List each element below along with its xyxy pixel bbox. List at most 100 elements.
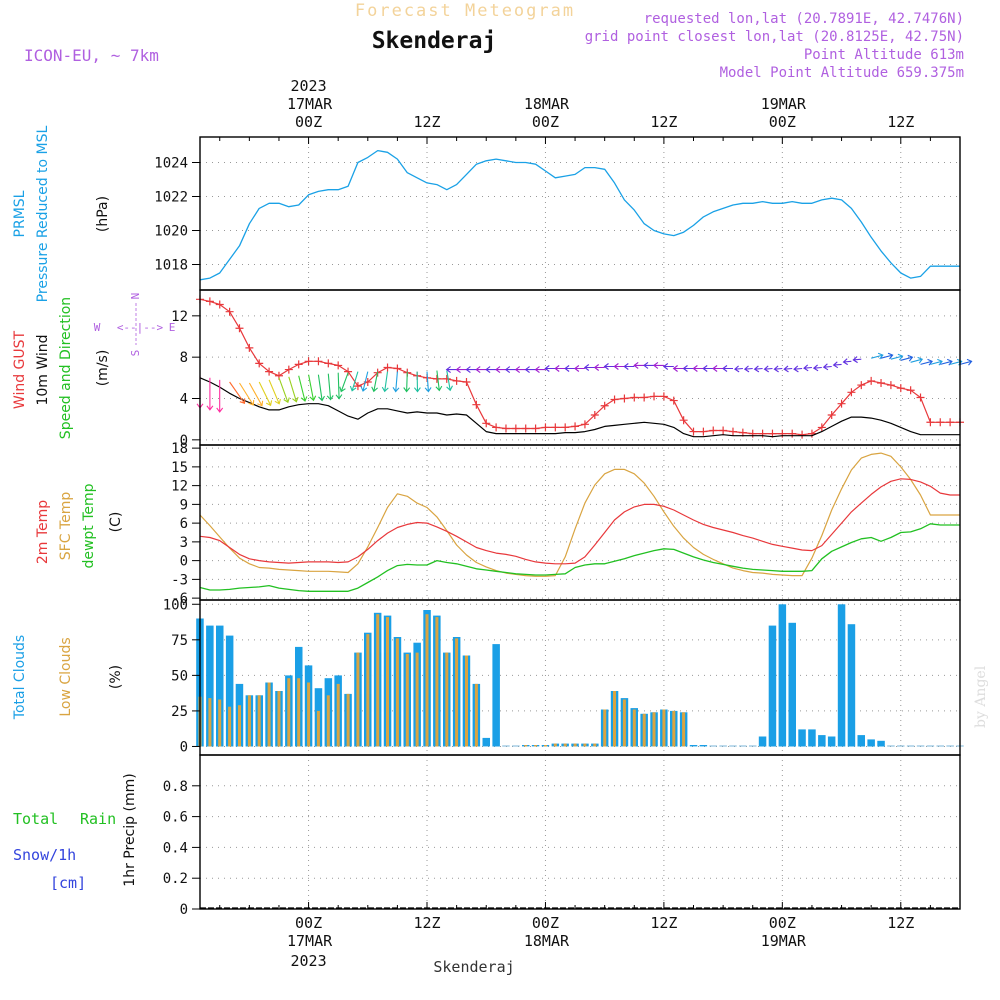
low-cloud-bar [316,710,320,747]
wind-arrow [445,366,457,374]
wind-arrow [326,373,334,401]
total-cloud-bar [719,745,727,747]
wind-arrow [514,366,526,374]
clouds-ytick-label: 100 [163,597,188,613]
wind-arrow [424,371,432,393]
wind-arrow [298,375,308,402]
total-cloud-bar [936,745,944,747]
wind-arrow [564,365,576,372]
total-cloud-bar [926,745,935,747]
date-label-bottom: 17MAR [287,932,333,950]
low-clouds-label: Low Clouds [58,637,74,716]
compass-s: S [129,350,142,357]
snow-label: Snow/1h [13,846,76,864]
gust-marker [383,363,392,372]
low-cloud-bar [632,709,636,747]
gust-marker [719,426,728,435]
wind-arrow [702,365,714,372]
gust-marker [225,307,234,316]
low-cloud-bar [267,682,271,747]
low-cloud-bar [228,706,232,747]
wind-arrow [371,371,379,393]
wind-arrow [360,371,369,392]
gust-marker [699,427,708,436]
total-cloud-bar [916,745,925,747]
gust-marker [640,393,649,402]
clouds-ytick-label: 75 [171,633,188,649]
low-cloud-bar [257,695,261,747]
gust-marker [867,376,876,385]
wind-arrow [308,374,317,402]
wind-arrow [403,371,411,393]
gust-marker [284,365,293,374]
wind-arrow [455,366,467,374]
gust-marker [877,379,886,387]
compass-arrows-h: <--|--> [117,321,164,334]
wind-arrow [880,352,894,360]
precipitation-ytick-label: 0.6 [163,810,188,826]
compass-rose: N S W E <--|--> [94,293,176,357]
low-cloud-bar [405,654,409,747]
gust-marker [916,393,925,402]
low-cloud-bar [376,614,380,747]
gust-label: Wind GUST [12,330,28,409]
total-cloud-bar [788,622,796,747]
low-cloud-bar [544,745,547,747]
low-cloud-bar [247,695,251,747]
gust-marker [334,361,343,370]
temperature-ytick-label: 9 [180,497,188,513]
wind-arrow [920,358,933,366]
gust-marker [610,395,619,404]
wind-dir-label: Speed and Direction [58,297,74,439]
total-cloud-bar [216,625,224,747]
clouds-ytick-label: 0 [180,739,188,755]
prmsl-label: PRMSL [12,190,28,237]
wind-arrow [485,366,497,374]
total-cloud-bar [689,745,698,747]
gust-marker [235,324,244,333]
total-cloud-bar [492,644,500,747]
low-cloud-bar [642,713,646,747]
total-cloud-bar [502,745,510,747]
gust-marker [896,384,905,393]
temperature-ytick-label: 0 [180,554,188,570]
total-cloud-bar [808,729,816,747]
low-cloud-bar [415,652,419,747]
wind-arrow [793,365,803,373]
wind-arrow [822,363,832,371]
compass-e: E [169,321,176,334]
temperature-ytick-label: 3 [180,535,188,551]
temperature-ytick-label: 15 [171,460,188,476]
wind-arrow [392,371,400,393]
low-cloud-bar [435,617,439,747]
gust-marker [936,418,945,427]
gust-marker [215,300,224,309]
wind-arrow [812,364,822,372]
low-cloud-bar [455,638,459,747]
temperature-ytick-label: 6 [180,516,188,532]
station-title: Skenderaj [372,28,497,54]
wind-arrow [573,365,585,372]
date-label-top: 17MAR [287,95,333,113]
wind-arrow [413,371,421,393]
wind-ytick-label: 4 [180,392,188,408]
gust-marker [571,422,580,431]
year-label-top: 2023 [291,77,327,95]
temp-unit-label: (C) [108,512,124,533]
wind-arrow [682,365,694,372]
hour-label-bottom: 12Z [413,914,440,932]
date-label-top: 19MAR [761,95,807,113]
gust-marker [541,423,550,432]
gust-marker [798,430,807,439]
grid-layer [200,137,960,910]
low-cloud-bar [238,705,241,747]
hour-label-top: 12Z [413,113,440,131]
low-cloud-bar [682,712,686,747]
temperature-ytick-label: 12 [171,479,188,495]
low-cloud-bar [208,698,212,747]
low-cloud-bar [307,682,311,747]
hour-label-bottom: 00Z [769,914,796,932]
requested-coords: requested lon,lat (20.7891E, 42.7476N) [644,11,964,27]
wind-arrow [583,364,595,371]
gust-marker [255,359,264,368]
